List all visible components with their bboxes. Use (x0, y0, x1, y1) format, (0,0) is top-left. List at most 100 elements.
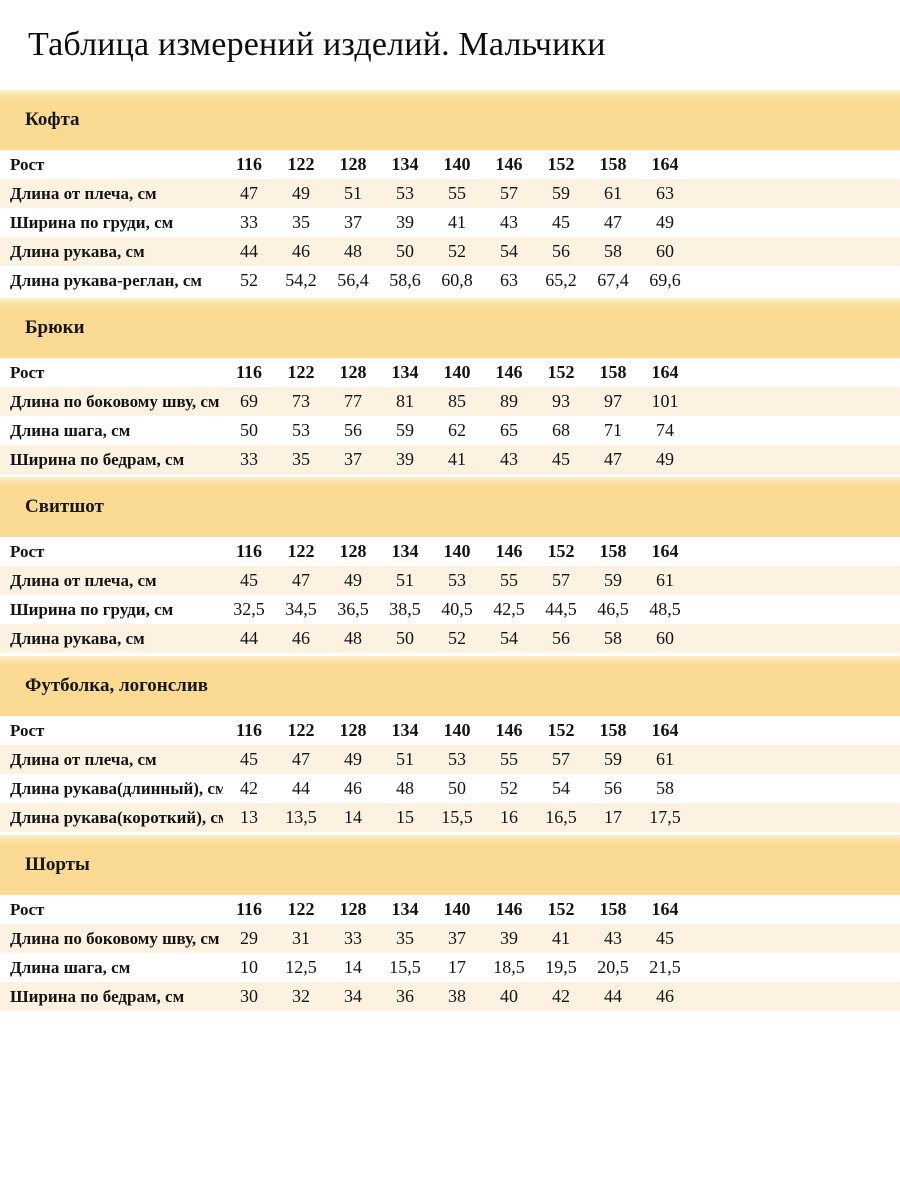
measurement-row: Длина рукава(короткий), см 13 13,5 14 15 15,5… (0, 803, 900, 832)
product-section: Брюки Рост 116 122 128 134 140 146 152 158 164 Дли… (0, 298, 900, 474)
height-value: 122 (287, 720, 315, 740)
title-block: Таблица измерений изделий. Мальчики (0, 0, 900, 90)
measurement-row: Длина по боковому шву, см 29 31 33 35 37 39 41 4… (0, 924, 900, 953)
row-label: Ширина по груди, см (10, 212, 174, 232)
height-value: 158 (599, 154, 627, 174)
row-spacer (691, 208, 900, 237)
measurement-value: 93 (552, 391, 570, 411)
measurement-value: 38,5 (389, 599, 421, 619)
measurement-value: 45 (656, 928, 674, 948)
measurement-value: 52 (448, 241, 466, 261)
height-value: 134 (391, 541, 419, 561)
measurement-value: 40,5 (441, 599, 473, 619)
measurement-value: 43 (500, 449, 518, 469)
size-table: Рост 116 122 128 134 140 146 152 158 164 Длина от … (0, 716, 900, 832)
height-value: 158 (599, 541, 627, 561)
row-spacer (691, 982, 900, 1011)
row-spacer (691, 716, 900, 745)
height-value: 140 (443, 154, 471, 174)
height-value: 152 (547, 720, 575, 740)
height-value: 140 (443, 899, 471, 919)
measurement-value: 33 (344, 928, 362, 948)
row-spacer (691, 387, 900, 416)
section-header-band: Кофта (0, 90, 900, 150)
measurement-value: 12,5 (285, 957, 317, 977)
height-value: 152 (547, 899, 575, 919)
measurement-value: 58 (656, 778, 674, 798)
measurement-value: 62 (448, 420, 466, 440)
sections-container: Кофта Рост 116 122 128 134 140 146 152 158 164 Дли… (0, 90, 900, 1011)
height-value: 146 (495, 362, 523, 382)
measurement-value: 59 (604, 749, 622, 769)
measurement-value: 17,5 (649, 807, 681, 827)
row-label: Длина от плеча, см (10, 570, 157, 590)
measurement-value: 51 (396, 749, 414, 769)
measurement-value: 29 (240, 928, 258, 948)
row-label: Длина от плеча, см (10, 183, 157, 203)
measurement-value: 56 (344, 420, 362, 440)
measurement-value: 15,5 (441, 807, 473, 827)
measurement-value: 57 (552, 570, 570, 590)
height-value: 152 (547, 154, 575, 174)
measurement-value: 56 (604, 778, 622, 798)
measurement-value: 97 (604, 391, 622, 411)
row-spacer (691, 895, 900, 924)
section-title: Свитшот (25, 496, 104, 517)
heights-row: Рост 116 122 128 134 140 146 152 158 164 (0, 716, 900, 745)
measurement-value: 50 (396, 241, 414, 261)
measurement-row: Длина шага, см 10 12,5 14 15,5 17 18,5 19,5 20,5… (0, 953, 900, 982)
measurement-value: 10 (240, 957, 258, 977)
measurement-value: 63 (500, 270, 518, 290)
measurement-value: 46 (344, 778, 362, 798)
measurement-value: 17 (604, 807, 622, 827)
measurement-value: 49 (344, 749, 362, 769)
measurement-value: 13 (240, 807, 258, 827)
row-spacer (691, 774, 900, 803)
measurement-value: 56,4 (337, 270, 369, 290)
height-value: 146 (495, 720, 523, 740)
row-spacer (691, 595, 900, 624)
measurement-value: 34,5 (285, 599, 317, 619)
measurement-value: 53 (448, 749, 466, 769)
measurement-row: Длина рукава-реглан, см 52 54,2 56,4 58,6 60,… (0, 266, 900, 295)
measurement-value: 51 (344, 183, 362, 203)
measurement-row: Длина шага, см 50 53 56 59 62 65 68 71 74 (0, 416, 900, 445)
product-section: Футболка, логонслив Рост 116 122 128 134 140 1… (0, 656, 900, 832)
row-label: Длина рукава(длинный), см (10, 778, 223, 798)
measurement-value: 30 (240, 986, 258, 1006)
measurement-value: 17 (448, 957, 466, 977)
row-label: Длина по боковому шву, см (10, 928, 220, 948)
measurement-value: 58,6 (389, 270, 421, 290)
row-spacer (691, 416, 900, 445)
measurement-row: Длина от плеча, см 45 47 49 51 53 55 57 59 61 (0, 566, 900, 595)
measurement-value: 37 (448, 928, 466, 948)
measurement-value: 14 (344, 957, 362, 977)
measurement-value: 56 (552, 241, 570, 261)
row-label: Длина рукава, см (10, 628, 145, 648)
height-value: 134 (391, 362, 419, 382)
measurement-value: 33 (240, 449, 258, 469)
row-label: Рост (10, 899, 45, 919)
measurement-value: 37 (344, 212, 362, 232)
measurement-value: 35 (292, 449, 310, 469)
height-value: 140 (443, 541, 471, 561)
measurement-value: 68 (552, 420, 570, 440)
size-table: Рост 116 122 128 134 140 146 152 158 164 Длина от … (0, 150, 900, 295)
measurement-value: 15 (396, 807, 414, 827)
measurement-value: 58 (604, 241, 622, 261)
height-value: 122 (287, 899, 315, 919)
measurement-value: 41 (448, 449, 466, 469)
measurement-value: 46,5 (597, 599, 629, 619)
section-header-band: Брюки (0, 298, 900, 358)
section-title: Кофта (25, 109, 80, 130)
row-label: Длина рукава(короткий), см (10, 807, 223, 827)
measurement-value: 46 (656, 986, 674, 1006)
measurement-value: 69,6 (649, 270, 681, 290)
measurement-value: 54 (500, 628, 518, 648)
measurement-value: 50 (396, 628, 414, 648)
height-value: 116 (235, 362, 262, 382)
measurement-value: 51 (396, 570, 414, 590)
measurement-value: 48 (396, 778, 414, 798)
measurement-value: 44 (292, 778, 310, 798)
